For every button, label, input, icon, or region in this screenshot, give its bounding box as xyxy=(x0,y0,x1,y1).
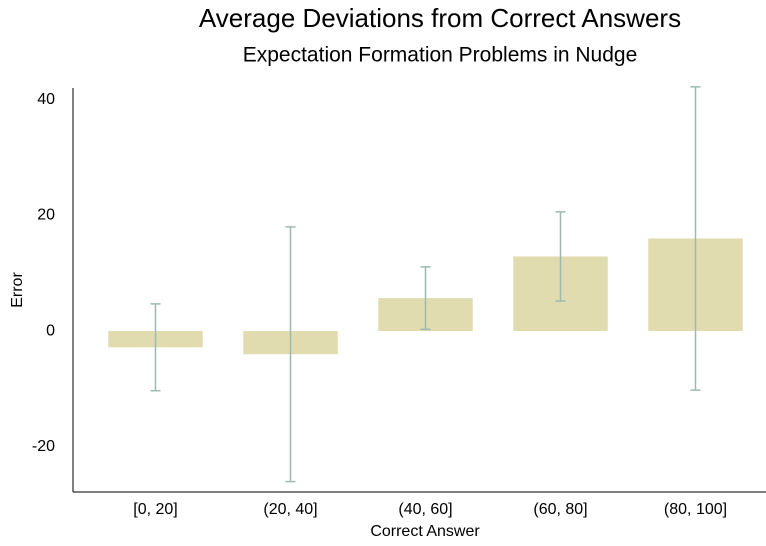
x-tick-label: (40, 60] xyxy=(398,501,452,518)
x-axis-title: Correct Answer xyxy=(370,523,480,540)
y-tick-label: -20 xyxy=(32,438,55,455)
x-tick-label: (20, 40] xyxy=(263,501,317,518)
y-tick-label: 0 xyxy=(46,322,55,339)
x-tick-label: [0, 20] xyxy=(133,501,177,518)
chart-subtitle: Expectation Formation Problems in Nudge xyxy=(243,44,638,67)
y-tick-label: 40 xyxy=(37,91,55,108)
chart-title: Average Deviations from Correct Answers xyxy=(199,3,681,33)
x-tick-label: (60, 80] xyxy=(533,501,587,518)
y-axis-title: Error xyxy=(9,272,26,308)
x-tick-label: (80, 100] xyxy=(664,501,727,518)
y-tick-label: 20 xyxy=(37,207,55,224)
